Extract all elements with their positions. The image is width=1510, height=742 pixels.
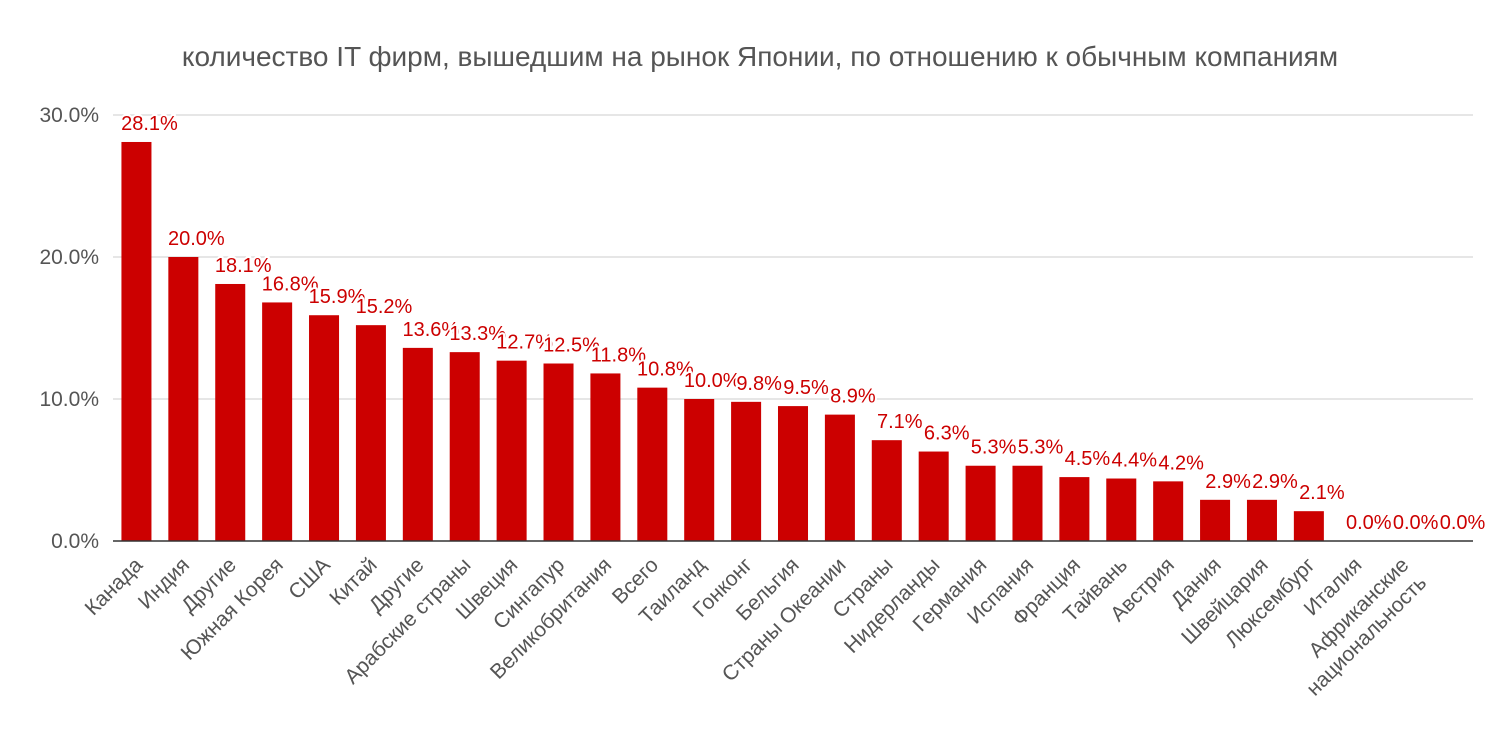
data-label: 4.4% bbox=[1111, 450, 1157, 472]
y-axis-ticks: 0.0% 10.0% 20.0% 30.0% bbox=[39, 104, 99, 553]
data-label-halo: 15.2% bbox=[356, 296, 413, 318]
bar bbox=[1059, 477, 1090, 541]
data-label: 0.0% bbox=[1440, 512, 1486, 534]
bar bbox=[215, 283, 246, 541]
data-label: 9.5% bbox=[783, 377, 829, 399]
bar bbox=[1246, 499, 1277, 541]
data-label-halo: 10.0% bbox=[684, 370, 741, 392]
data-label: 5.3% bbox=[1018, 437, 1064, 459]
bar bbox=[1200, 499, 1231, 541]
data-label-halo: 5.3% bbox=[971, 437, 1017, 459]
bar bbox=[402, 347, 433, 541]
bar bbox=[637, 387, 668, 541]
data-label-halo: 0.0% bbox=[1393, 512, 1439, 534]
data-label: 2.9% bbox=[1252, 471, 1298, 493]
data-label-halo: 18.1% bbox=[215, 255, 272, 277]
data-label-halo: 16.8% bbox=[262, 273, 319, 295]
bar bbox=[262, 302, 293, 541]
data-label: 6.3% bbox=[924, 423, 970, 445]
data-label-halo: 12.5% bbox=[543, 335, 600, 357]
data-label-halo: 4.5% bbox=[1065, 448, 1111, 470]
bar bbox=[449, 352, 480, 541]
bar bbox=[1153, 481, 1184, 541]
data-label-halo: 10.8% bbox=[637, 359, 694, 381]
data-label-halo: 0.0% bbox=[1346, 512, 1392, 534]
data-label: 9.8% bbox=[736, 373, 782, 395]
data-label: 0.0% bbox=[1393, 512, 1439, 534]
data-label-halo: 0.0% bbox=[1440, 512, 1486, 534]
bar bbox=[1012, 465, 1043, 541]
bar bbox=[355, 325, 386, 541]
data-label: 15.9% bbox=[309, 286, 366, 308]
data-label: 4.5% bbox=[1065, 448, 1111, 470]
x-tick-label: Канада bbox=[81, 553, 148, 620]
data-label-halo: 6.3% bbox=[924, 423, 970, 445]
data-label: 18.1% bbox=[215, 255, 272, 277]
data-label-halo: 2.9% bbox=[1252, 471, 1298, 493]
bar bbox=[777, 406, 809, 541]
data-label-halo: 7.1% bbox=[877, 411, 923, 433]
bar bbox=[871, 440, 902, 541]
data-label: 7.1% bbox=[877, 411, 923, 433]
bar bbox=[684, 399, 715, 541]
data-label-halo: 28.1% bbox=[121, 113, 178, 135]
data-label-halo: 8.9% bbox=[830, 386, 876, 408]
data-label: 12.7% bbox=[496, 332, 553, 354]
data-labels: 28.1%28.1%20.0%20.0%18.1%18.1%16.8%16.8%… bbox=[119, 111, 1487, 536]
bar bbox=[1293, 511, 1324, 541]
gridlines bbox=[113, 114, 1473, 400]
data-label: 28.1% bbox=[121, 113, 178, 135]
bar bbox=[1106, 478, 1137, 541]
data-label: 5.3% bbox=[971, 437, 1017, 459]
data-label-halo: 2.9% bbox=[1205, 471, 1251, 493]
bar bbox=[496, 360, 527, 541]
y-tick-label: 30.0% bbox=[39, 104, 99, 127]
bar bbox=[543, 363, 574, 541]
data-label-halo: 2.1% bbox=[1299, 482, 1345, 504]
bar bbox=[590, 373, 621, 541]
bars bbox=[121, 141, 1324, 542]
data-label-halo: 13.3% bbox=[449, 323, 506, 345]
data-label: 16.8% bbox=[262, 273, 319, 295]
data-label: 11.8% bbox=[591, 344, 646, 366]
data-label: 12.5% bbox=[543, 335, 600, 357]
bar bbox=[121, 141, 152, 542]
data-label-halo: 5.3% bbox=[1018, 437, 1064, 459]
data-label-halo: 11.8% bbox=[591, 344, 646, 366]
bar bbox=[309, 315, 340, 541]
data-label-halo: 20.0% bbox=[168, 228, 225, 250]
data-label: 20.0% bbox=[168, 228, 225, 250]
data-label-halo: 4.2% bbox=[1158, 452, 1204, 474]
data-label: 2.1% bbox=[1299, 482, 1345, 504]
data-label-halo: 15.9% bbox=[309, 286, 366, 308]
data-label-halo: 12.7% bbox=[496, 332, 553, 354]
data-label-halo: 13.6% bbox=[402, 319, 459, 341]
data-label: 13.3% bbox=[449, 323, 506, 345]
bar bbox=[824, 414, 855, 541]
data-label-halo: 9.8% bbox=[736, 373, 782, 395]
data-label: 10.8% bbox=[637, 359, 694, 381]
data-label: 0.0% bbox=[1346, 512, 1392, 534]
data-label-halo: 9.5% bbox=[783, 377, 829, 399]
y-tick-label: 0.0% bbox=[51, 530, 99, 553]
data-label: 10.0% bbox=[684, 370, 741, 392]
data-label: 8.9% bbox=[830, 386, 876, 408]
data-label: 15.2% bbox=[356, 296, 413, 318]
bar bbox=[965, 465, 996, 541]
data-label: 13.6% bbox=[402, 319, 459, 341]
bar bbox=[731, 401, 762, 541]
bar bbox=[918, 451, 949, 541]
data-label: 2.9% bbox=[1205, 471, 1251, 493]
chart-title: количество IT фирм, вышедшим на рынок Яп… bbox=[182, 41, 1338, 72]
y-tick-label: 20.0% bbox=[39, 246, 99, 269]
bar bbox=[168, 257, 199, 541]
data-label-halo: 4.4% bbox=[1111, 450, 1157, 472]
y-tick-label: 10.0% bbox=[39, 388, 99, 411]
data-label: 4.2% bbox=[1158, 452, 1204, 474]
